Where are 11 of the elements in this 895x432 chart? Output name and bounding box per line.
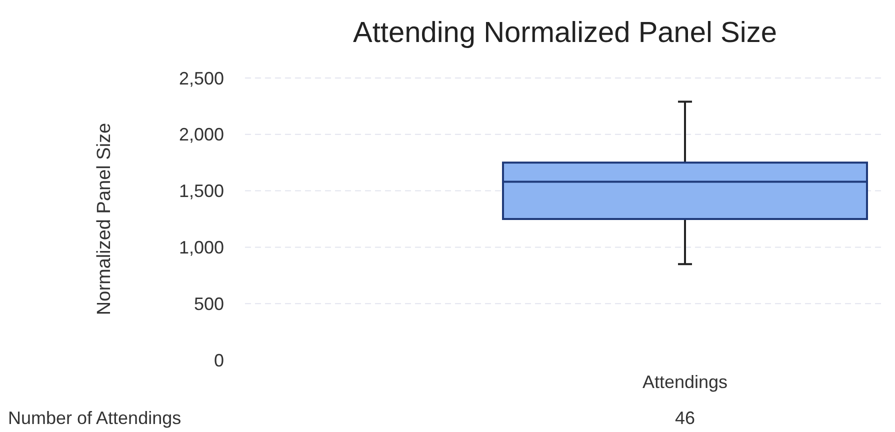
text: 46: [674, 408, 696, 428]
text: Number of Attendings: [8, 408, 182, 428]
y-tick-label: 2,500: [178, 68, 224, 88]
chart-title: Attending Normalized Panel Size: [353, 17, 777, 49]
y-tick-label: 1,500: [178, 181, 224, 202]
y-tick-label: 0: [214, 350, 224, 370]
y-tick-label: 2,000: [178, 124, 224, 145]
y-tick-label: 500: [194, 294, 224, 314]
x-tick-label: Attendings: [642, 372, 728, 392]
y-axis-title: Normalized Panel Size: [94, 122, 115, 316]
y-tick-label: 1,000: [178, 238, 224, 258]
